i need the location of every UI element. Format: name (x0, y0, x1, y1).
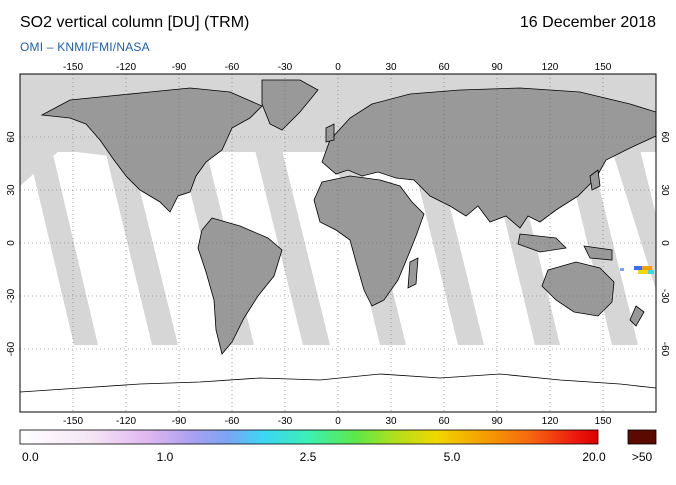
lon-tick-label: -60 (225, 62, 240, 73)
orbit-gap (255, 150, 330, 345)
lon-tick-label: -120 (116, 416, 136, 427)
orbit-gap (612, 150, 656, 290)
colorbar-label: 1.0 (156, 450, 174, 464)
lat-tick-label: 30 (659, 184, 670, 196)
lat-labels-left: 60 30 0 -30 -60 (6, 131, 17, 356)
map-frame (19, 73, 657, 413)
so2-cell (642, 266, 652, 270)
colorbar (19, 429, 599, 445)
lon-tick-label: 30 (385, 416, 397, 427)
new-guinea (583, 245, 613, 261)
lat-tick-label: 30 (6, 184, 17, 196)
credit-label: OMI – KNMI/FMI/NASA (20, 40, 150, 54)
lat-tick-label: -60 (6, 341, 17, 356)
lat-tick-label: -60 (659, 342, 670, 357)
so2-cell (620, 268, 624, 271)
lon-tick-label: 0 (335, 416, 341, 427)
lon-labels-bottom: -150 -120 -90 -60 -30 0 30 60 90 120 150 (63, 416, 612, 427)
madagascar (407, 257, 419, 289)
colorbar-label: 5.0 (443, 450, 461, 464)
lon-tick-label: 0 (335, 62, 341, 73)
land (40, 79, 656, 355)
orbit-gap (565, 150, 638, 345)
lat-tick-label: 0 (659, 240, 670, 246)
colorbar-label: 0.0 (22, 450, 39, 464)
so2-cell (634, 266, 642, 270)
lon-tick-label: 120 (542, 416, 559, 427)
lon-tick-label: -30 (278, 62, 293, 73)
colorbar-label: 20.0 (582, 450, 606, 464)
orbit-gap (410, 150, 484, 345)
lat-tick-label: 60 (6, 131, 17, 143)
colorbar-over (627, 429, 657, 445)
new-zealand (629, 305, 645, 327)
lon-tick-label: 150 (595, 62, 612, 73)
lat-labels-right: 60 30 0 -30 -60 (659, 131, 670, 356)
lon-tick-label: 120 (542, 62, 559, 73)
lon-tick-label: -90 (172, 416, 187, 427)
orbit-gap (105, 150, 178, 345)
graticule (20, 74, 656, 412)
british-isles (325, 123, 335, 143)
colorbar-label: 2.5 (299, 450, 317, 464)
date-label: 16 December 2018 (519, 14, 656, 31)
title: SO2 vertical column [DU] (TRM) (20, 14, 250, 31)
lon-tick-label: 30 (385, 62, 397, 73)
australia (541, 261, 615, 317)
lat-tick-label: 0 (6, 240, 17, 246)
north-america (40, 87, 263, 213)
lon-tick-label: -60 (225, 416, 240, 427)
lon-tick-label: -150 (63, 62, 83, 73)
so2-cell (638, 270, 648, 274)
lat-tick-label: 60 (659, 131, 670, 143)
eurasia (321, 87, 656, 229)
lat-tick-label: -30 (6, 288, 17, 303)
colorbar-over-label: >50 (631, 450, 653, 464)
lon-tick-label: -120 (116, 62, 136, 73)
lon-labels-top: -150 -120 -90 -60 -30 0 30 60 90 120 150 (63, 62, 612, 73)
lon-tick-label: -30 (278, 416, 293, 427)
indonesia (517, 233, 567, 253)
lon-tick-label: 60 (438, 62, 450, 73)
so2-cell (648, 270, 654, 274)
so2-plume (620, 266, 654, 274)
lat-tick-label: -30 (659, 289, 670, 304)
lon-tick-label: 90 (491, 62, 503, 73)
lon-tick-label: 150 (595, 416, 612, 427)
lon-tick-label: -90 (172, 62, 187, 73)
lon-tick-label: -150 (63, 416, 83, 427)
japan (589, 169, 601, 191)
greenland (261, 79, 319, 131)
lon-tick-label: 60 (438, 416, 450, 427)
lon-tick-label: 90 (491, 416, 503, 427)
